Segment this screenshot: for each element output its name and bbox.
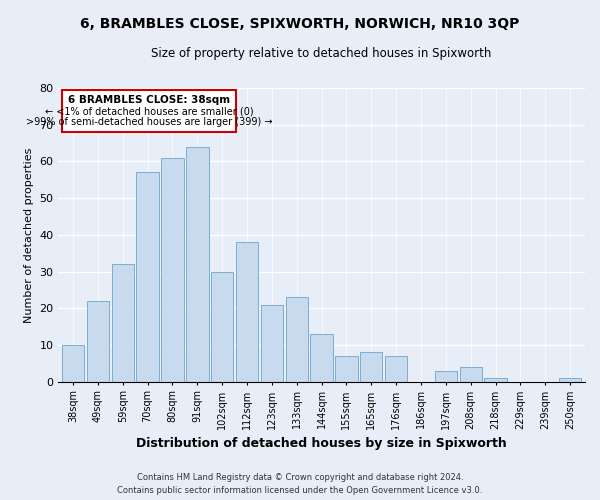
Bar <box>484 378 507 382</box>
Bar <box>261 304 283 382</box>
FancyBboxPatch shape <box>62 90 236 132</box>
Bar <box>360 352 382 382</box>
Bar <box>434 370 457 382</box>
Bar <box>286 297 308 382</box>
Bar <box>460 367 482 382</box>
Bar <box>236 242 258 382</box>
Text: 6 BRAMBLES CLOSE: 38sqm: 6 BRAMBLES CLOSE: 38sqm <box>68 96 230 106</box>
Text: Contains HM Land Registry data © Crown copyright and database right 2024.
Contai: Contains HM Land Registry data © Crown c… <box>118 473 482 495</box>
Bar <box>211 272 233 382</box>
Bar <box>559 378 581 382</box>
Text: >99% of semi-detached houses are larger (399) →: >99% of semi-detached houses are larger … <box>26 118 272 128</box>
Bar <box>161 158 184 382</box>
Bar <box>136 172 159 382</box>
Bar <box>335 356 358 382</box>
Y-axis label: Number of detached properties: Number of detached properties <box>23 147 34 322</box>
Text: ← <1% of detached houses are smaller (0): ← <1% of detached houses are smaller (0) <box>44 106 253 117</box>
Title: Size of property relative to detached houses in Spixworth: Size of property relative to detached ho… <box>151 48 492 60</box>
X-axis label: Distribution of detached houses by size in Spixworth: Distribution of detached houses by size … <box>136 437 507 450</box>
Bar <box>310 334 333 382</box>
Text: 6, BRAMBLES CLOSE, SPIXWORTH, NORWICH, NR10 3QP: 6, BRAMBLES CLOSE, SPIXWORTH, NORWICH, N… <box>80 18 520 32</box>
Bar <box>186 147 209 382</box>
Bar <box>87 301 109 382</box>
Bar <box>62 345 84 382</box>
Bar <box>385 356 407 382</box>
Bar <box>112 264 134 382</box>
